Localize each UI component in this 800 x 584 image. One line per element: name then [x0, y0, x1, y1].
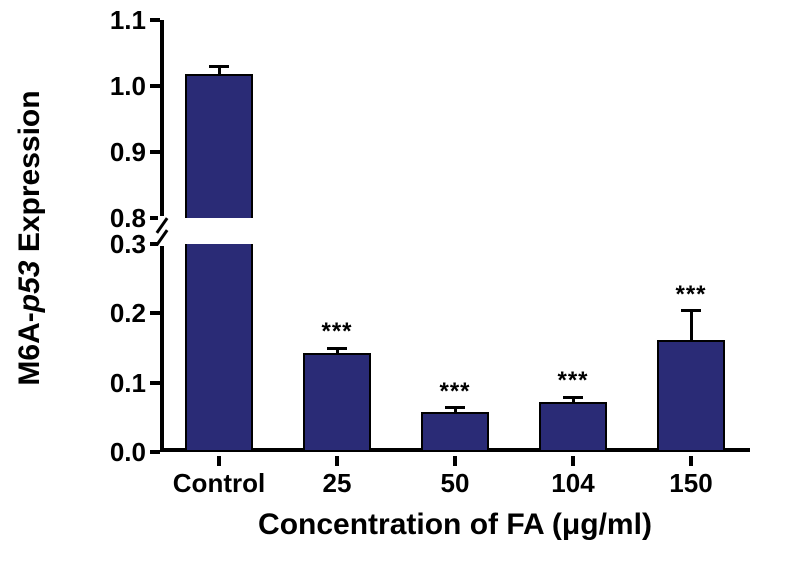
significance-marker: *** [661, 281, 721, 309]
ytick-label: 1.1 [86, 5, 146, 36]
bar-25 [303, 353, 371, 452]
x-axis-label: Concentration of FA (μg/ml) [160, 508, 750, 542]
xtick-label: 50 [395, 468, 515, 499]
error-bar [690, 311, 693, 340]
error-cap [563, 396, 583, 399]
xtick [335, 456, 339, 466]
xtick [217, 456, 221, 466]
xtick [689, 456, 693, 466]
bar-150 [657, 340, 725, 452]
bar-104 [539, 402, 607, 452]
ytick [150, 18, 160, 22]
ytick-label: 0.1 [86, 368, 146, 399]
bar-break-mask [183, 218, 255, 244]
error-cap [209, 65, 229, 68]
error-cap [327, 347, 347, 350]
ytick-label: 0.3 [86, 229, 146, 260]
xtick-label: 104 [513, 468, 633, 499]
bar-50 [421, 412, 489, 452]
ytick [150, 84, 160, 88]
ytick-label: 1.0 [86, 71, 146, 102]
ytick-label: 0.2 [86, 298, 146, 329]
error-cap [681, 309, 701, 312]
xtick [453, 456, 457, 466]
xtick-label: 150 [631, 468, 751, 499]
xtick-label: 25 [277, 468, 397, 499]
y-axis-label: M6A-p53 Expression [13, 68, 47, 408]
ytick [150, 450, 160, 454]
ytick [150, 381, 160, 385]
xtick [571, 456, 575, 466]
ytick-label: 0.9 [86, 137, 146, 168]
error-cap [445, 406, 465, 409]
significance-marker: *** [543, 367, 603, 395]
ytick-label: 0.0 [86, 437, 146, 468]
xtick-label: Control [159, 468, 279, 499]
significance-marker: *** [307, 318, 367, 346]
ytick [150, 150, 160, 154]
significance-marker: *** [425, 378, 485, 406]
bar-control [185, 74, 253, 452]
ytick [150, 311, 160, 315]
